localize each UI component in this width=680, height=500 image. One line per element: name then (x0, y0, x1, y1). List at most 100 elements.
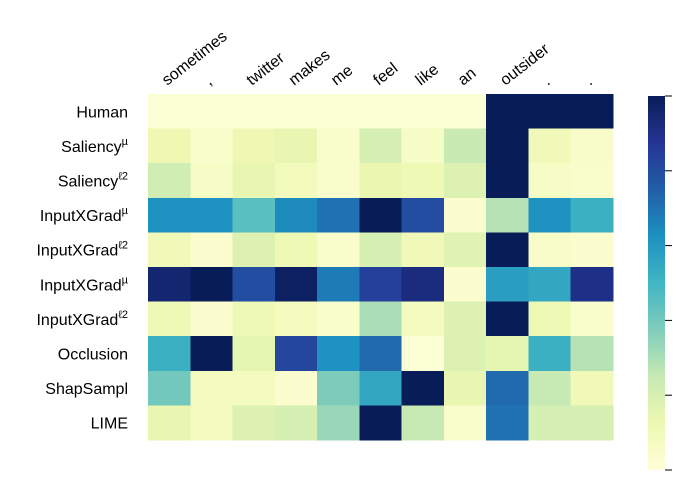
heatmap-cell (359, 197, 403, 233)
heatmap-cell (232, 267, 276, 303)
heatmap-cell (274, 197, 318, 233)
heatmap-cell (274, 405, 318, 441)
heatmap-cell (317, 163, 360, 199)
heatmap-cell (570, 301, 614, 337)
heatmap-cell (401, 336, 445, 372)
heatmap-cell (190, 94, 234, 130)
heatmap-cell (570, 94, 614, 130)
row-label: Saliencyℓ2 (58, 171, 128, 191)
heatmap-cell (232, 301, 276, 337)
heatmap-cell (359, 267, 403, 303)
heatmap-cell (570, 163, 614, 199)
colorbar (648, 95, 672, 471)
heatmap-cell (486, 94, 530, 130)
heatmap-cell (528, 94, 572, 130)
heatmap-cell (148, 405, 191, 441)
heatmap-cell (401, 370, 445, 406)
heatmap-cell (528, 370, 572, 406)
heatmap-cell (317, 336, 360, 372)
heatmap-cell (232, 370, 276, 406)
heatmap-cell (443, 128, 487, 164)
heatmap-cell (443, 232, 487, 268)
heatmap-cell (148, 267, 191, 303)
heatmap-cell (570, 267, 614, 303)
heatmap-cell (401, 94, 445, 130)
column-label: , (201, 73, 215, 89)
heatmap-cell (528, 128, 572, 164)
heatmap-cell (274, 301, 318, 337)
column-label: like (413, 61, 442, 89)
heatmap-cell (570, 405, 614, 441)
heatmap-cell (274, 163, 318, 199)
heatmap-cell (274, 94, 318, 130)
heatmap-cell (148, 370, 191, 406)
heatmap-cell (528, 301, 572, 337)
heatmap-cell (190, 405, 234, 441)
heatmap-cell (401, 267, 445, 303)
heatmap-cell (190, 370, 234, 406)
heatmap-cell (528, 267, 572, 303)
heatmap-cell (148, 336, 191, 372)
row-label: LIME (91, 416, 128, 433)
heatmap-cell (317, 94, 360, 130)
heatmap-cell (232, 336, 276, 372)
column-label: twitter (244, 49, 289, 89)
heatmap-cell (359, 336, 403, 372)
row-label: Occlusion (58, 347, 128, 364)
heatmap-cell (401, 128, 445, 164)
heatmap-cell (570, 370, 614, 406)
heatmap-cell (443, 267, 487, 303)
heatmap-cell (486, 163, 530, 199)
column-label: an (455, 65, 479, 89)
heatmap-cell (190, 301, 234, 337)
heatmap-cell (528, 163, 572, 199)
heatmap-cell (443, 405, 487, 441)
heatmap-cell (528, 197, 572, 233)
heatmap-cell (232, 163, 276, 199)
heatmap-cell (274, 336, 318, 372)
heatmap-cell (359, 370, 403, 406)
heatmap-cell (274, 128, 318, 164)
column-label: feel (370, 60, 401, 89)
heatmap-cells (148, 94, 614, 441)
heatmap-cell (570, 232, 614, 268)
heatmap-cell (486, 197, 530, 233)
heatmap-cell (274, 232, 318, 268)
heatmap-cell (317, 197, 360, 233)
heatmap-cell (443, 336, 487, 372)
heatmap-cell (359, 301, 403, 337)
heatmap-cell (317, 128, 360, 164)
heatmap-cell (274, 267, 318, 303)
heatmap-cell (486, 405, 530, 441)
heatmap-cell (401, 405, 445, 441)
heatmap-cell (359, 94, 403, 130)
column-label: me (328, 62, 356, 89)
colorbar-gradient (648, 96, 665, 470)
heatmap-cell (359, 128, 403, 164)
heatmap-cell (486, 267, 530, 303)
row-labels: Human Saliencyµ Saliencyℓ2 InputXGradµ Input… (36, 104, 128, 432)
heatmap-cell (148, 232, 191, 268)
heatmap-cell (443, 301, 487, 337)
heatmap-cell (148, 163, 191, 199)
row-label: InputXGradµ (40, 274, 129, 294)
heatmap-cell (232, 197, 276, 233)
heatmap-cell (190, 232, 234, 268)
heatmap-cell (401, 197, 445, 233)
heatmap-cell (317, 370, 360, 406)
heatmap-cell (528, 405, 572, 441)
heatmap-cell (359, 232, 403, 268)
heatmap-cell (528, 336, 572, 372)
heatmap-cell (317, 267, 360, 303)
row-label: Saliencyµ (61, 136, 128, 156)
heatmap-cell (148, 128, 191, 164)
row-label: InputXGradℓ2 (36, 309, 128, 329)
heatmap-cell (486, 301, 530, 337)
row-label: ShapSampl (45, 381, 128, 398)
heatmap-cell (570, 128, 614, 164)
row-label: Human (76, 104, 128, 121)
heatmap-cell (443, 370, 487, 406)
heatmap-cell (486, 336, 530, 372)
